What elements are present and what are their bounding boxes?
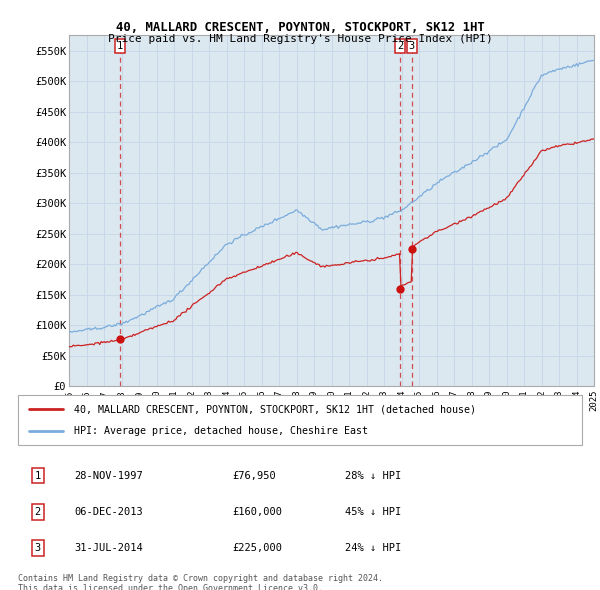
Text: £225,000: £225,000 — [232, 543, 283, 553]
Text: 1: 1 — [117, 41, 123, 51]
Text: Contains HM Land Registry data © Crown copyright and database right 2024.: Contains HM Land Registry data © Crown c… — [18, 574, 383, 583]
Text: 40, MALLARD CRESCENT, POYNTON, STOCKPORT, SK12 1HT (detached house): 40, MALLARD CRESCENT, POYNTON, STOCKPORT… — [74, 404, 476, 414]
Text: 2: 2 — [397, 41, 403, 51]
Text: 28-NOV-1997: 28-NOV-1997 — [74, 471, 143, 480]
Text: 28% ↓ HPI: 28% ↓ HPI — [345, 471, 401, 480]
Text: This data is licensed under the Open Government Licence v3.0.: This data is licensed under the Open Gov… — [18, 584, 323, 590]
Text: 06-DEC-2013: 06-DEC-2013 — [74, 507, 143, 517]
Text: 31-JUL-2014: 31-JUL-2014 — [74, 543, 143, 553]
Text: 24% ↓ HPI: 24% ↓ HPI — [345, 543, 401, 553]
Text: 3: 3 — [409, 41, 415, 51]
Text: £76,950: £76,950 — [232, 471, 276, 480]
FancyBboxPatch shape — [18, 395, 582, 445]
Text: £160,000: £160,000 — [232, 507, 283, 517]
Text: 2: 2 — [35, 507, 41, 517]
Text: 1: 1 — [35, 471, 41, 480]
Text: HPI: Average price, detached house, Cheshire East: HPI: Average price, detached house, Ches… — [74, 427, 368, 437]
Text: Price paid vs. HM Land Registry's House Price Index (HPI): Price paid vs. HM Land Registry's House … — [107, 34, 493, 44]
Text: 3: 3 — [35, 543, 41, 553]
Text: 40, MALLARD CRESCENT, POYNTON, STOCKPORT, SK12 1HT: 40, MALLARD CRESCENT, POYNTON, STOCKPORT… — [116, 21, 484, 34]
Text: 45% ↓ HPI: 45% ↓ HPI — [345, 507, 401, 517]
